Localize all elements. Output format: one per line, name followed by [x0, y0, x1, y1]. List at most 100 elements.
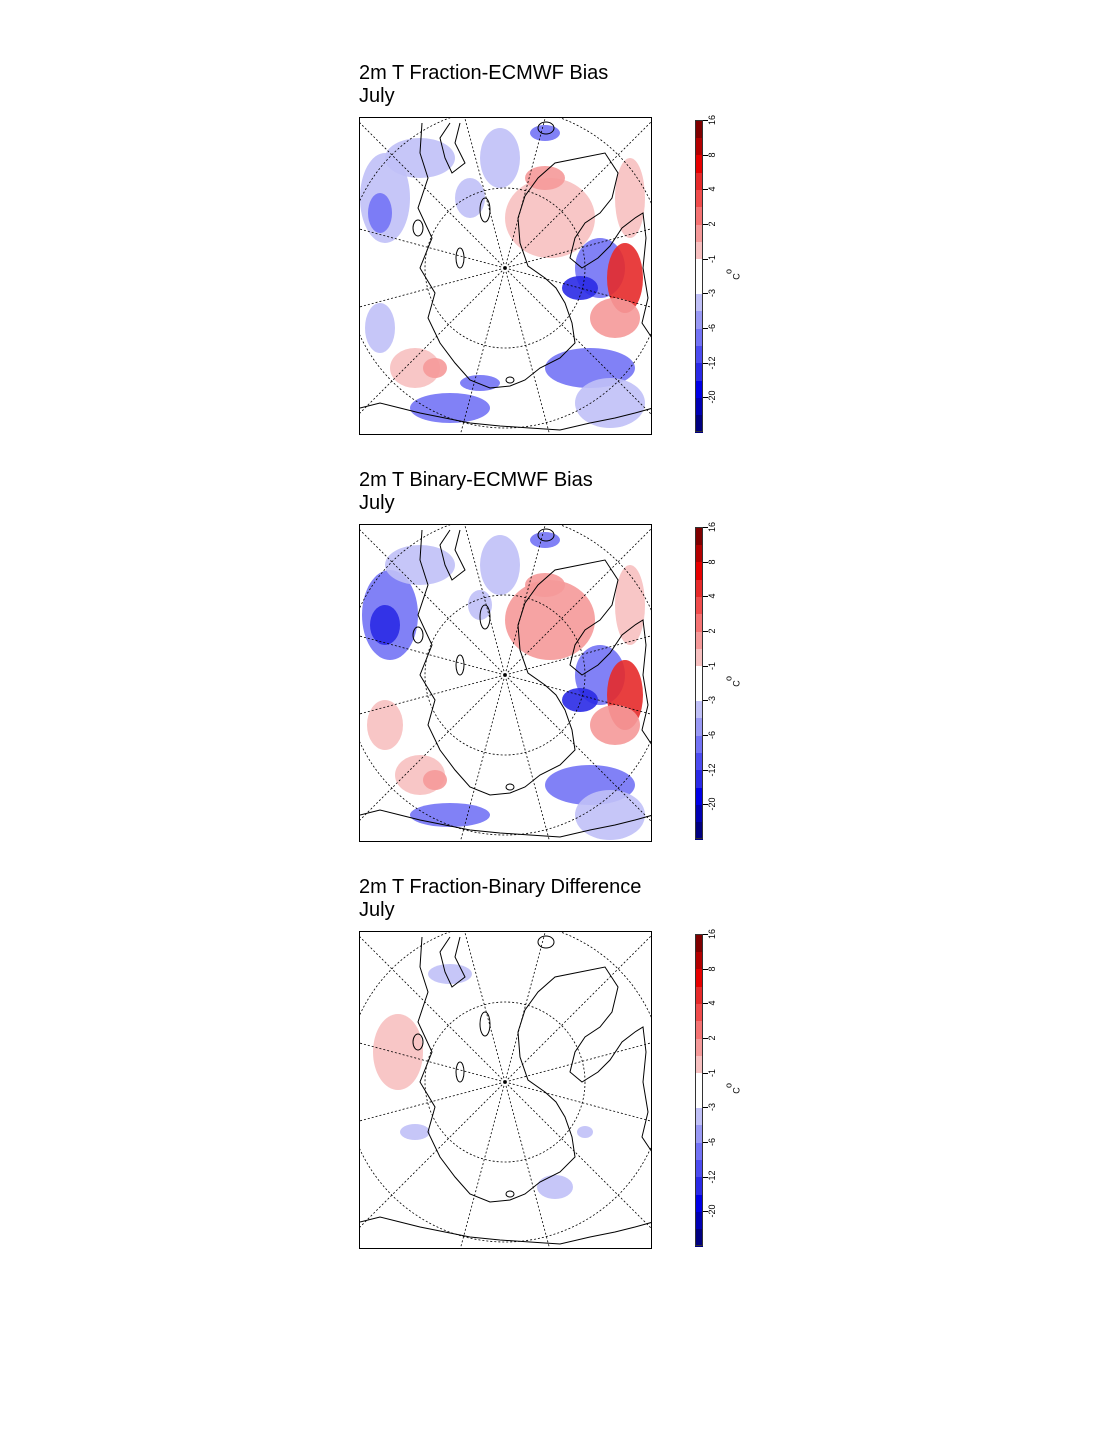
latitude-circle	[424, 187, 586, 349]
coastline	[360, 809, 651, 838]
colorbar-tick-label: -6	[707, 1138, 717, 1147]
colorbar	[695, 934, 703, 1247]
coastline	[417, 936, 651, 1203]
colorbar-tick-label: -20	[707, 390, 717, 404]
colorbar-tick-label: 16	[707, 522, 717, 533]
coastline	[360, 402, 651, 431]
bias-area	[385, 545, 455, 585]
bias-area	[590, 298, 640, 338]
colorbar-segment	[695, 1211, 703, 1230]
colorbar-segment	[695, 631, 703, 649]
colorbar-segment	[695, 120, 703, 138]
island-outline	[505, 783, 515, 791]
colorbar-unit-letter: C	[731, 680, 742, 687]
meridian-line	[504, 1042, 651, 1083]
bias-area	[423, 770, 447, 790]
meridian-line	[360, 1081, 506, 1228]
colorbar	[695, 527, 703, 840]
bias-area	[365, 303, 395, 353]
panel-subtitle: July	[359, 85, 395, 107]
colorbar-tick-label: -12	[707, 763, 717, 777]
colorbar-tick	[703, 527, 708, 528]
colorbar-tick	[703, 769, 708, 771]
colorbar-segment	[695, 968, 703, 987]
colorbar-tick	[703, 561, 708, 563]
colorbar-segment	[695, 1055, 703, 1074]
coastline	[417, 122, 651, 389]
colorbar-segment	[695, 804, 703, 823]
island-outline	[455, 654, 465, 676]
colorbar-frame	[695, 934, 703, 1246]
island-outline	[479, 1011, 491, 1037]
island-outline	[479, 604, 491, 630]
bias-area	[537, 1175, 573, 1199]
colorbar-tick	[703, 596, 708, 598]
coastline	[417, 529, 651, 796]
colorbar-tick-label: 8	[707, 152, 717, 158]
panel-title: 2m T Fraction-Binary Difference	[359, 876, 642, 898]
polar-map	[359, 117, 652, 435]
colorbar-tick-label: 16	[707, 115, 717, 126]
bias-area	[562, 688, 598, 712]
island-outline	[537, 121, 555, 135]
colorbar-segment	[695, 717, 703, 736]
meridian-line	[360, 529, 506, 676]
colorbar-segment	[695, 613, 703, 632]
graticule	[360, 118, 651, 434]
colorbar-tick	[703, 735, 708, 736]
colorbar-tick-label: -3	[707, 289, 717, 298]
colorbar-segment	[695, 787, 703, 805]
colorbar-tick	[703, 1072, 708, 1074]
colorbar-tick	[703, 189, 708, 191]
colorbar-segment	[695, 1176, 703, 1195]
bias-area	[525, 573, 565, 597]
colorbar-segment	[695, 1107, 703, 1126]
colorbar-segment	[695, 1228, 703, 1247]
meridian-line	[504, 267, 651, 415]
colorbar-tick-label: -3	[707, 1103, 717, 1112]
panel-subtitle: July	[359, 492, 395, 514]
bias-area	[590, 705, 640, 745]
colorbar-tick	[703, 968, 708, 970]
colorbar-segment	[695, 665, 703, 684]
colorbar-tick-label: 8	[707, 966, 717, 972]
colorbar-segment	[695, 345, 703, 364]
colorbar-tick-label: -20	[707, 1204, 717, 1218]
meridian-line	[460, 1081, 506, 1248]
colorbar-tick	[703, 1107, 708, 1109]
colorbar-tick	[703, 700, 708, 702]
bias-area	[368, 193, 392, 233]
panel-binary-ecmwf-bias: 2m T Binary-ECMWF Bias July -20 -12 -6 -3 -1…	[0, 469, 1105, 869]
colorbar-tick	[703, 665, 708, 667]
graticule	[360, 932, 651, 1248]
latitude-circle	[424, 1001, 586, 1163]
bias-area	[385, 138, 455, 178]
colorbar-segment	[695, 700, 703, 719]
colorbar-tick-label: 2	[707, 628, 717, 634]
colorbar-segment	[695, 154, 703, 173]
colorbar-segment	[695, 1124, 703, 1143]
island-outline	[412, 1033, 424, 1051]
colorbar-tick	[703, 1211, 708, 1213]
colorbar-tick-label: -1	[707, 254, 717, 263]
meridian-line	[504, 935, 651, 1083]
meridian-line	[504, 1081, 550, 1248]
colorbar-tick	[703, 804, 708, 806]
colorbar-tick-label: -6	[707, 324, 717, 333]
colorbar-segment	[695, 328, 703, 346]
island-outline	[412, 219, 424, 237]
bias-area	[530, 532, 560, 548]
bias-area	[615, 565, 645, 645]
bias-area	[525, 166, 565, 190]
bias-area	[575, 378, 645, 428]
colorbar-segment	[695, 1003, 703, 1022]
bias-area	[545, 348, 635, 388]
colorbar-segment	[695, 934, 703, 952]
meridian-line	[360, 936, 506, 1083]
colorbar-segment	[695, 224, 703, 242]
colorbar-tick	[703, 397, 708, 399]
colorbar-segment	[695, 1159, 703, 1178]
colorbar-tick-label: -6	[707, 731, 717, 740]
bias-area	[505, 178, 595, 258]
colorbar-segment	[695, 397, 703, 416]
